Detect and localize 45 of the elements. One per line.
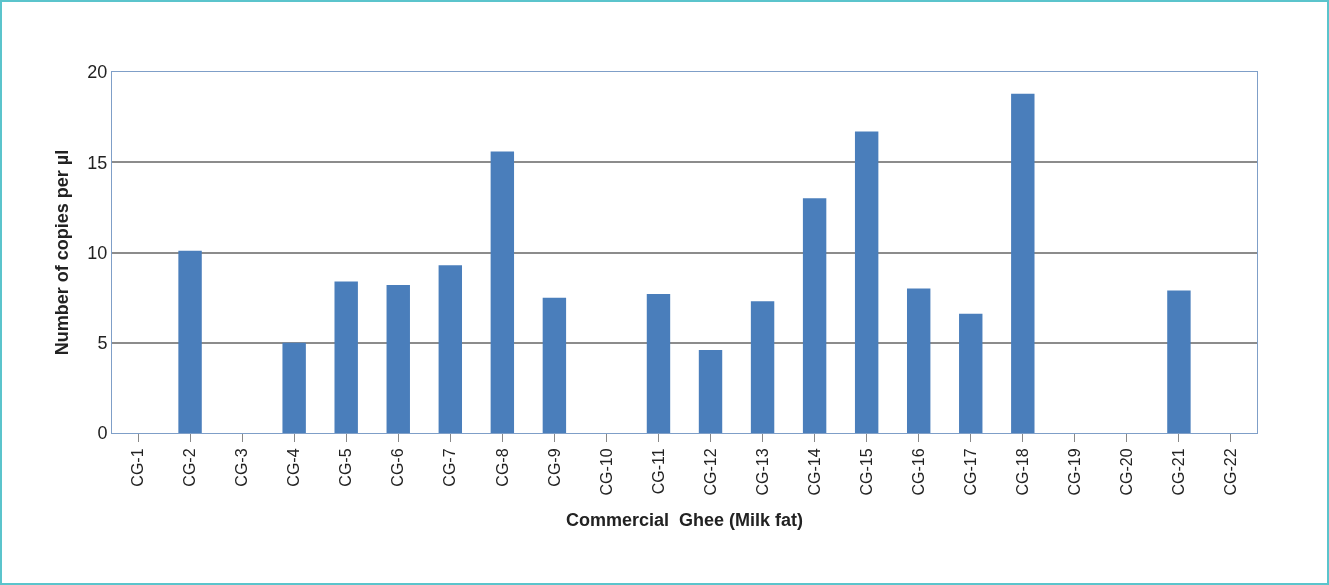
bar: [490, 151, 515, 433]
x-tick-label: CG-3: [233, 448, 251, 487]
bar: [646, 294, 671, 433]
x-tick-label: CG-1: [129, 448, 147, 487]
x-tick-label: CG-9: [545, 448, 563, 487]
y-axis-title: Number of copies per µl: [51, 149, 72, 356]
y-tick-label: 15: [87, 152, 108, 173]
bar: [750, 301, 775, 433]
y-tick-label: 0: [97, 423, 108, 444]
x-tick-label: CG-12: [701, 448, 719, 496]
bar: [1167, 290, 1191, 433]
x-axis-title: Commercial Ghee (Milk fat): [565, 509, 804, 530]
bar: [959, 313, 983, 433]
bar: [334, 281, 358, 433]
x-tick-label: CG-16: [909, 448, 927, 496]
x-tick-label: CG-11: [649, 448, 667, 495]
x-tick-label: CG-13: [753, 448, 771, 496]
x-tick-label: CG-14: [805, 448, 823, 496]
x-tick-label: CG-10: [597, 448, 615, 496]
x-tick-label: CG-7: [441, 448, 459, 487]
bar: [1011, 93, 1035, 433]
x-tick-label: CG-19: [1066, 448, 1084, 496]
x-tick-label: CG-17: [961, 448, 979, 496]
x-tick-label: CG-2: [181, 448, 199, 487]
x-tick-label: CG-8: [493, 448, 511, 487]
y-tick-label: 10: [87, 242, 108, 263]
x-tick-label: CG-6: [389, 448, 407, 487]
bar: [282, 342, 306, 433]
y-tick-label: 20: [87, 62, 108, 83]
y-tick-label: 5: [97, 333, 108, 354]
x-tick-label: CG-22: [1222, 448, 1240, 496]
bar: [906, 288, 931, 433]
bar: [802, 198, 827, 433]
bar: [178, 250, 202, 433]
x-tick-label: CG-5: [337, 448, 355, 487]
x-tick-label: CG-18: [1014, 448, 1031, 496]
x-tick-label: CG-4: [285, 448, 303, 487]
bar: [438, 265, 463, 433]
bar: [854, 131, 879, 433]
x-tick-label: CG-20: [1118, 448, 1136, 496]
x-tick-label: CG-21: [1170, 448, 1188, 496]
bar: [386, 284, 410, 433]
bar: [542, 297, 567, 433]
x-tick-label: CG-15: [857, 448, 875, 496]
bar: [698, 349, 723, 433]
